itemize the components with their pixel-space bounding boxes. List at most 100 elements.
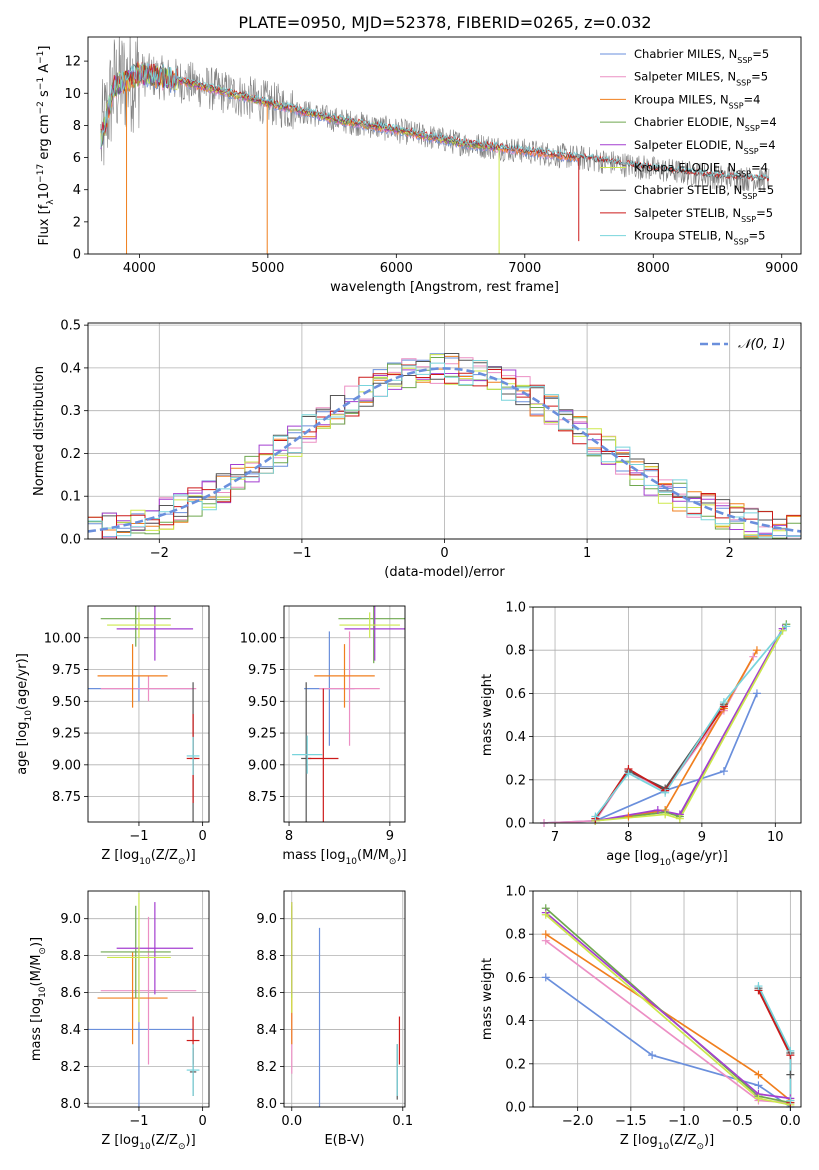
legend-label-text: Kroupa STELIB, N: [634, 229, 734, 243]
y-tick-label: 10.00: [240, 631, 277, 646]
y-tick-label: 9.50: [248, 695, 277, 710]
x-tick-label: 9: [698, 830, 706, 845]
y-tick-label: 8.75: [52, 790, 81, 805]
legend-label: Chabrier ELODIE, NSSP=4: [634, 115, 777, 133]
mass-weight-series-line: [595, 649, 758, 822]
y-tick-label: 8.75: [248, 790, 277, 805]
legend-label-text: Salpeter STELIB, N: [634, 206, 741, 220]
legend-label-text: Kroupa ELODIE, N: [634, 161, 736, 175]
y-tick-label: 1.0: [505, 885, 526, 900]
mass-weight-marker: [591, 812, 600, 821]
mass-weight-marker: [754, 1081, 763, 1090]
y-tick-label: 0.2: [505, 773, 526, 788]
mass-weight-series-line: [594, 705, 725, 820]
mass-weight-marker: [782, 622, 791, 631]
y-tick-label: 0.5: [60, 319, 81, 334]
mass-vs-extinction-panel: 0.0 0.1 8.0 8.2 8.4 8.6 8.8 9.0 E(B-V): [256, 890, 413, 1148]
y-axis-label-part: (age/yr)]: [15, 653, 30, 710]
x-tick-label: −2.0: [562, 1114, 594, 1129]
mass-weight-marker: [719, 767, 728, 776]
x-axis-label: Z [log10(Z/Z⊙)]: [101, 1133, 195, 1152]
x-tick-label: 6000: [380, 261, 413, 276]
x-axis-label-part: )]: [186, 848, 196, 863]
x-tick-label: −1: [129, 1114, 148, 1129]
x-tick-label: −1: [129, 829, 148, 844]
y-tick-label: 1.0: [505, 601, 526, 616]
legend-label-n: =5: [749, 229, 766, 243]
y-tick-label: 0.4: [505, 1014, 526, 1029]
legend-label-n: =4: [751, 161, 768, 175]
axes-frame: [87, 36, 802, 255]
legend-label: Salpeter MILES, NSSP=5: [634, 70, 768, 88]
mass-weight-marker: [786, 1070, 795, 1079]
x-axis-label-part: (M/M: [357, 848, 389, 863]
y-axis-label: mass weight: [480, 674, 495, 756]
y-axis-label-part: ]: [37, 46, 52, 51]
y-axis-label-part: A: [37, 64, 52, 77]
y-tick-label: 8.6: [256, 986, 277, 1001]
legend-label-n: =4: [760, 115, 777, 129]
x-tick-label: 0: [198, 829, 206, 844]
y-tick-label: 9.00: [52, 758, 81, 773]
axes-frame: [283, 605, 406, 823]
y-axis-label-part: age [log: [15, 722, 30, 775]
mass-weight-series-line: [545, 940, 791, 1104]
x-tick-label: 0.0: [780, 1114, 801, 1129]
y-tick-label: 8.0: [60, 1097, 81, 1112]
x-tick-label: −1: [292, 546, 311, 561]
legend-label: Kroupa ELODIE, NSSP=4: [634, 161, 768, 179]
mass-weight-marker: [661, 788, 670, 797]
legend-label-text: Kroupa MILES, N: [634, 92, 729, 106]
mass-weight-marker: [754, 1094, 763, 1103]
mass-weight-marker: [752, 689, 761, 698]
spectrum-panel: 4000 5000 6000 7000 8000 9000 0 2 4 6 8 10 12 wavelen…: [36, 36, 802, 295]
x-axis-label-part: (age/yr)]: [671, 849, 728, 864]
legend-label-sub: SSP: [744, 146, 759, 155]
mass-weight-marker: [648, 1051, 657, 1060]
x-axis-label: (data-model)/error: [384, 565, 505, 580]
legend-label: Kroupa MILES, NSSP=4: [634, 92, 760, 110]
x-tick-label: −0.5: [721, 1114, 753, 1129]
y-tick-label: 9.75: [52, 663, 81, 678]
y-tick-label: 0.0: [505, 817, 526, 832]
x-tick-label: 9: [386, 829, 394, 844]
y-tick-label: 0.8: [505, 644, 526, 659]
y-axis-label-part: 10: [24, 710, 34, 722]
legend-label: Chabrier MILES, NSSP=5: [634, 47, 769, 65]
x-tick-label: 0: [198, 1114, 206, 1129]
y-axis-label: mass weight: [480, 958, 495, 1040]
normal-distribution-curve: [88, 367, 801, 533]
y-tick-label: 0.8: [505, 928, 526, 943]
x-axis-label: wavelength [Angstrom, rest frame]: [330, 280, 559, 295]
y-tick-label: 0.4: [505, 730, 526, 745]
axes-frame: [532, 606, 802, 824]
y-axis-label: mass [log10(M/M⊙)]: [29, 937, 48, 1061]
mass-weight-marker: [541, 930, 550, 939]
x-axis-label-part: )]: [396, 848, 406, 863]
legend-label: Salpeter ELODIE, NSSP=4: [634, 138, 776, 156]
y-tick-label: 0.3: [60, 404, 81, 419]
y-axis-label-part: −2: [36, 101, 46, 114]
legend-label-n: =5: [756, 206, 773, 220]
mass-weight-marker: [653, 806, 662, 815]
legend-label: Chabrier STELIB, NSSP=5: [634, 183, 774, 201]
y-axis-label: Normed distribution: [32, 366, 47, 496]
x-axis-label-part: (Z/Z: [669, 1133, 696, 1148]
x-axis-label-part: 10: [346, 857, 358, 867]
axes-frame: [532, 890, 802, 1108]
y-axis-label-part: )]: [29, 937, 44, 947]
y-tick-label: 0.4: [60, 361, 81, 376]
y-tick-label: 0.2: [60, 447, 81, 462]
y-tick-label: 0.0: [60, 533, 81, 548]
y-tick-label: 8.4: [60, 1023, 81, 1038]
model-spectrum-line: [100, 62, 770, 180]
x-tick-label: 8: [285, 829, 293, 844]
x-tick-label: 0.1: [392, 1114, 413, 1129]
y-tick-label: 8.8: [60, 949, 81, 964]
x-tick-label: 10: [767, 830, 784, 845]
y-tick-label: 8: [73, 119, 81, 134]
x-axis-label-part: mass [log: [282, 848, 345, 863]
y-axis-label: age [log10(age/yr)]: [15, 653, 34, 775]
residual-histogram-panel: −2 −1 0 1 2 0.0 0.1 0.2 0.3 0.4 0.5 (data-model)/er…: [32, 319, 802, 580]
